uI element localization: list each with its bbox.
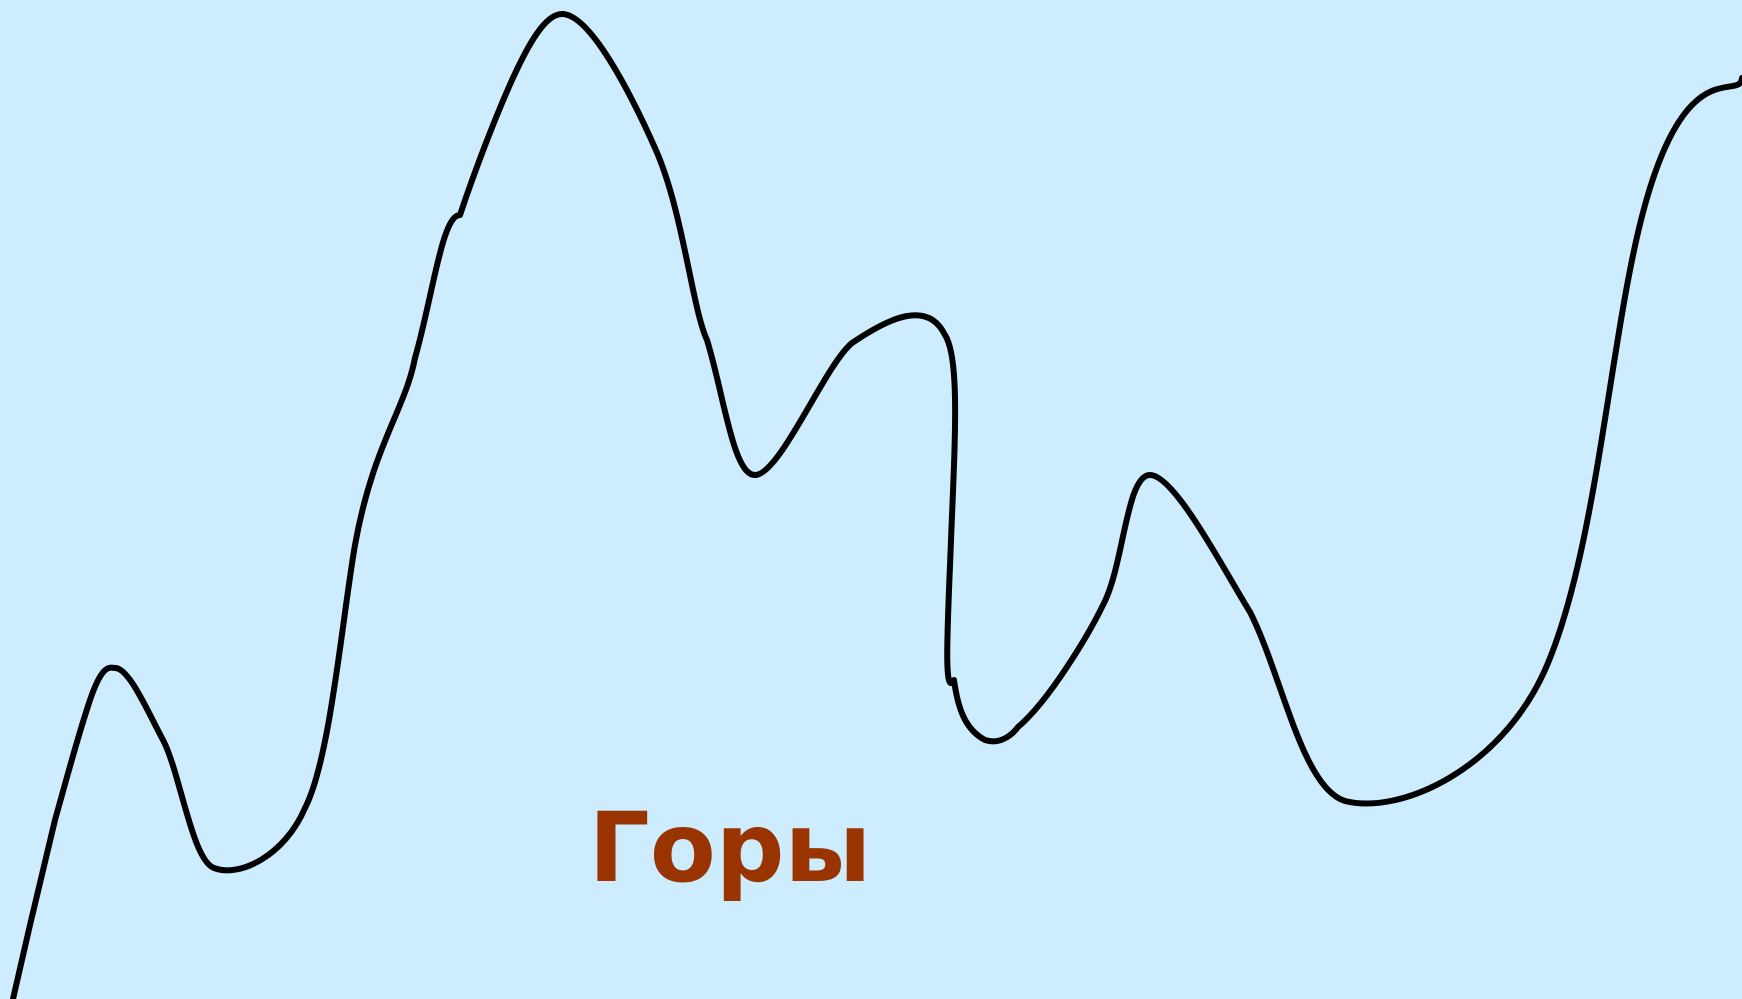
caption-label: Горы bbox=[588, 792, 872, 904]
mountain-ridge-line bbox=[10, 11, 1742, 999]
